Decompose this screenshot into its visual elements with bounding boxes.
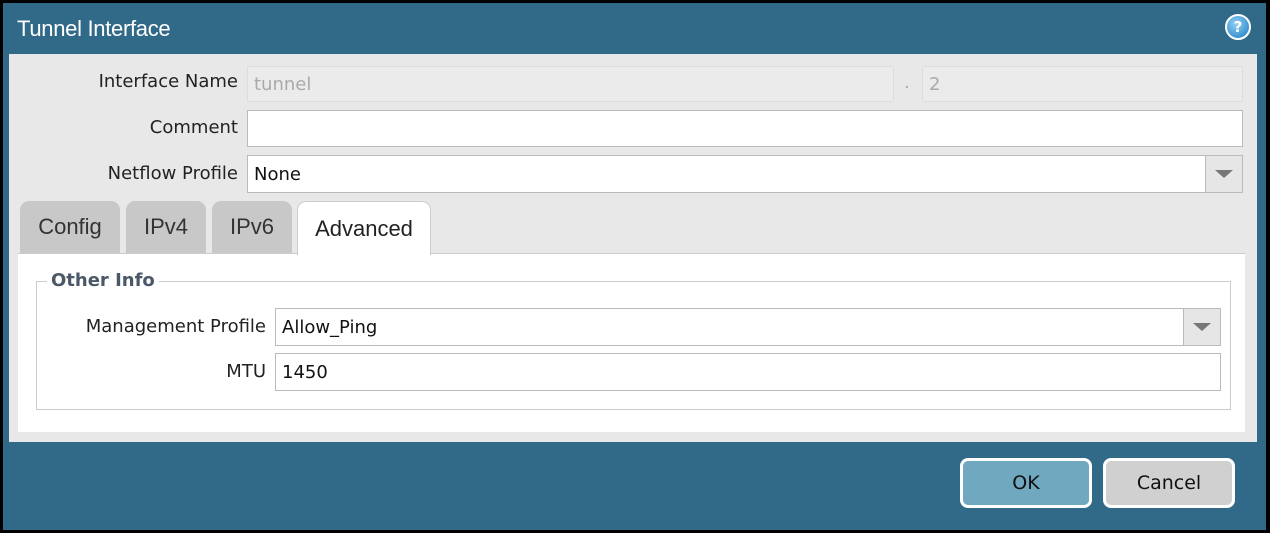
comment-input[interactable] [247,110,1243,147]
mtu-label: MTU [226,361,266,382]
mtu-input[interactable]: 1450 [275,353,1221,391]
interface-name-input[interactable]: tunnel [247,66,894,102]
tunnel-interface-dialog: Tunnel Interface ? Interface Name tunnel… [3,3,1266,530]
tab-ipv4[interactable]: IPv4 [126,201,206,253]
netflow-profile-select[interactable]: None [247,155,1206,193]
cancel-button[interactable]: Cancel [1103,458,1235,508]
dialog-title: Tunnel Interface [17,16,171,41]
chevron-down-icon [1215,170,1233,178]
other-info-group [36,281,1231,410]
chevron-down-icon [1193,323,1211,331]
netflow-dropdown-button[interactable] [1205,155,1243,193]
interface-name-separator: . [904,72,910,93]
management-profile-label: Management Profile [85,316,266,337]
help-icon[interactable]: ? [1225,14,1251,40]
dialog-body: Interface Name tunnel . 2 Comment Netflo… [9,54,1257,442]
management-profile-dropdown-button[interactable] [1183,308,1221,346]
interface-number-input[interactable]: 2 [922,66,1243,102]
comment-label: Comment [149,117,238,138]
netflow-profile-label: Netflow Profile [107,163,238,184]
tab-content: Other Info Management Profile Allow_Ping… [18,253,1245,432]
tab-ipv6[interactable]: IPv6 [212,201,292,253]
ok-button[interactable]: OK [960,458,1092,508]
management-profile-select[interactable]: Allow_Ping [275,308,1184,346]
tab-advanced[interactable]: Advanced [297,201,431,255]
tab-config[interactable]: Config [20,201,120,253]
interface-name-label: Interface Name [98,71,238,92]
other-info-title: Other Info [47,270,159,291]
